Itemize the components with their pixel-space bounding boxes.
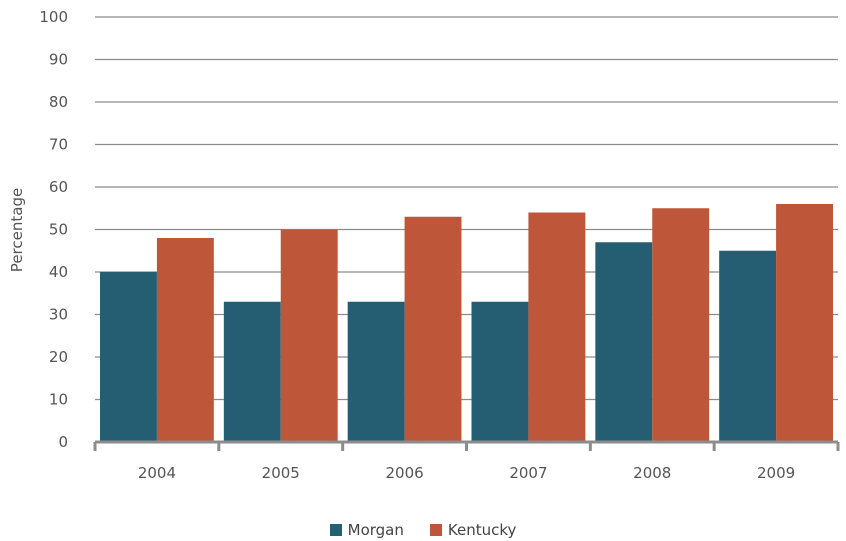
bar-morgan-2008 [595,242,653,442]
y-axis-ticks: 0 10 20 30 40 50 60 70 80 90 100 [39,8,68,451]
x-tick-label: 2009 [757,464,795,482]
bar-morgan-2007 [471,301,529,442]
legend-swatch-kentucky [429,524,442,536]
y-tick-label: 100 [39,8,68,26]
legend: Morgan Kentucky [0,521,846,539]
y-tick-label: 40 [49,263,68,281]
legend-label-morgan: Morgan [347,521,404,539]
bar-kentucky-2006 [404,216,462,442]
y-tick-label: 80 [49,93,68,111]
x-axis [93,440,840,451]
y-tick-label: 90 [49,51,68,69]
bar-kentucky-2004 [156,238,214,442]
legend-label-kentucky: Kentucky [447,521,517,539]
y-axis-label: Percentage [8,188,26,272]
bar-kentucky-2008 [652,208,710,442]
y-tick-label: 20 [49,348,68,366]
y-tick-label: 60 [49,178,68,196]
legend-swatch-morgan [329,524,342,536]
x-tick-label: 2008 [633,464,671,482]
bar-morgan-2004 [100,272,157,442]
y-tick-label: 30 [49,306,68,324]
y-tick-label: 10 [49,391,68,409]
x-tick-label: 2005 [262,464,300,482]
legend-item-kentucky[interactable]: Kentucky [429,521,517,539]
bar-morgan-2006 [347,301,405,442]
bar-morgan-2009 [719,250,777,442]
bar-kentucky-2007 [528,212,586,442]
y-tick-label: 0 [58,433,68,451]
y-tick-label: 50 [49,221,68,239]
bar-kentucky-2005 [280,229,338,442]
y-tick-label: 70 [49,136,68,154]
x-tick-label: 2006 [385,464,423,482]
x-tick-label: 2007 [509,464,547,482]
bars [100,204,833,442]
x-tick-label: 2004 [138,464,176,482]
gridlines [95,16,838,401]
bar-morgan-2005 [223,301,281,442]
x-axis-ticks: 2004 2005 2006 2007 2008 2009 [138,464,795,482]
bar-kentucky-2009 [776,204,833,442]
legend-item-morgan[interactable]: Morgan [329,521,404,539]
